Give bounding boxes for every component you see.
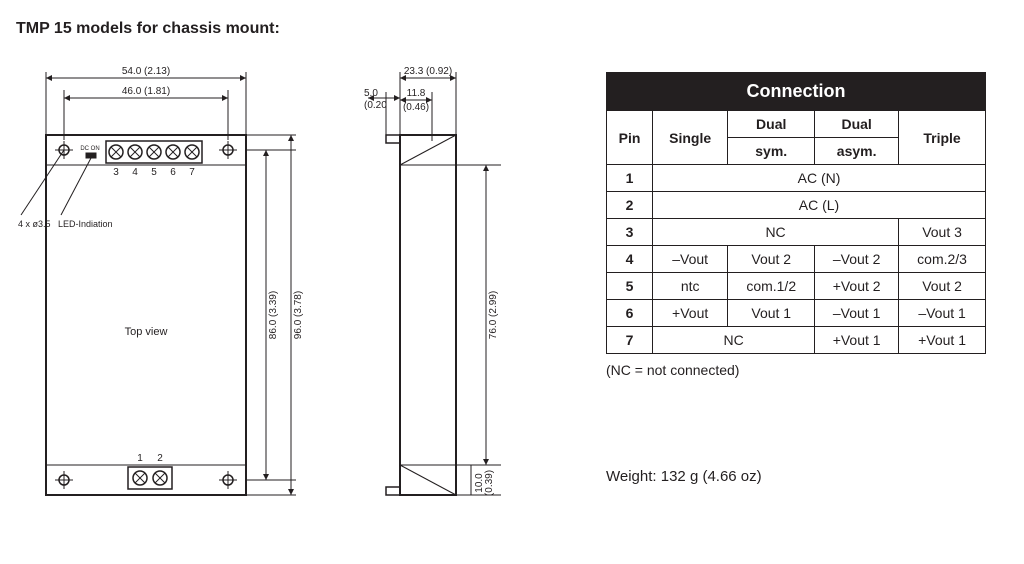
svg-text:46.0 (1.81): 46.0 (1.81) bbox=[122, 86, 170, 97]
svg-text:54.0 (2.13): 54.0 (2.13) bbox=[122, 66, 170, 77]
table-note: (NC = not connected) bbox=[606, 362, 986, 378]
svg-text:4: 4 bbox=[132, 167, 138, 178]
pin-cell: 2 bbox=[607, 192, 653, 219]
data-cell: –Vout 2 bbox=[815, 246, 899, 273]
svg-text:1: 1 bbox=[137, 453, 143, 464]
col-header: Dual bbox=[815, 111, 899, 138]
svg-text:Top view: Top view bbox=[125, 326, 168, 338]
col-header: Dual bbox=[728, 111, 815, 138]
data-cell: –Vout 1 bbox=[899, 300, 986, 327]
page-title: TMP 15 models for chassis mount: bbox=[16, 20, 1008, 38]
data-cell: AC (N) bbox=[653, 165, 986, 192]
col-header: Single bbox=[653, 111, 728, 165]
svg-text:(0.39): (0.39) bbox=[484, 470, 495, 496]
table-header: Connection bbox=[607, 73, 986, 111]
svg-text:(0.20: (0.20 bbox=[364, 100, 387, 111]
data-cell: –Vout bbox=[653, 246, 728, 273]
data-cell: –Vout 1 bbox=[815, 300, 899, 327]
svg-text:76.0 (2.99): 76.0 (2.99) bbox=[488, 291, 499, 339]
col-header: Triple bbox=[899, 111, 986, 165]
svg-text:6: 6 bbox=[170, 167, 176, 178]
svg-text:(0.46): (0.46) bbox=[403, 102, 429, 113]
svg-text:5: 5 bbox=[151, 167, 157, 178]
data-cell: com.2/3 bbox=[899, 246, 986, 273]
data-cell: com.1/2 bbox=[728, 273, 815, 300]
data-cell: +Vout 1 bbox=[815, 327, 899, 354]
pin-cell: 7 bbox=[607, 327, 653, 354]
svg-text:5.0: 5.0 bbox=[364, 88, 378, 99]
svg-text:DC ON: DC ON bbox=[80, 146, 99, 152]
pin-cell: 3 bbox=[607, 219, 653, 246]
svg-text:23.3 (0.92): 23.3 (0.92) bbox=[404, 66, 452, 77]
data-cell: Vout 2 bbox=[728, 246, 815, 273]
data-cell: +Vout 2 bbox=[815, 273, 899, 300]
data-cell: Vout 1 bbox=[728, 300, 815, 327]
data-cell: AC (L) bbox=[653, 192, 986, 219]
data-cell: +Vout 1 bbox=[899, 327, 986, 354]
col-subheader: sym. bbox=[728, 138, 815, 165]
col-subheader: asym. bbox=[815, 138, 899, 165]
svg-text:3: 3 bbox=[113, 167, 119, 178]
data-cell: NC bbox=[653, 327, 815, 354]
svg-text:2: 2 bbox=[157, 453, 163, 464]
connection-table: Connection PinSingleDualDualTriplesym.as… bbox=[606, 72, 986, 354]
data-cell: +Vout bbox=[653, 300, 728, 327]
svg-text:86.0 (3.39): 86.0 (3.39) bbox=[268, 291, 279, 339]
pin-cell: 6 bbox=[607, 300, 653, 327]
svg-text:7: 7 bbox=[189, 167, 195, 178]
technical-drawing: 3 4 5 6 7 DC ON 4 x ø3.5 LED-Indiation Top view 1… bbox=[16, 60, 576, 530]
svg-text:4 x ø3.5: 4 x ø3.5 bbox=[18, 219, 51, 229]
svg-text:LED-Indiation: LED-Indiation bbox=[58, 219, 113, 229]
col-header: Pin bbox=[607, 111, 653, 165]
pin-cell: 4 bbox=[607, 246, 653, 273]
svg-text:96.0 (3.78): 96.0 (3.78) bbox=[293, 291, 304, 339]
weight-text: Weight: 132 g (4.66 oz) bbox=[606, 468, 986, 485]
data-cell: Vout 2 bbox=[899, 273, 986, 300]
data-cell: ntc bbox=[653, 273, 728, 300]
pin-cell: 5 bbox=[607, 273, 653, 300]
data-cell: NC bbox=[653, 219, 899, 246]
svg-text:11.8: 11.8 bbox=[407, 88, 426, 99]
data-cell: Vout 3 bbox=[899, 219, 986, 246]
pin-cell: 1 bbox=[607, 165, 653, 192]
